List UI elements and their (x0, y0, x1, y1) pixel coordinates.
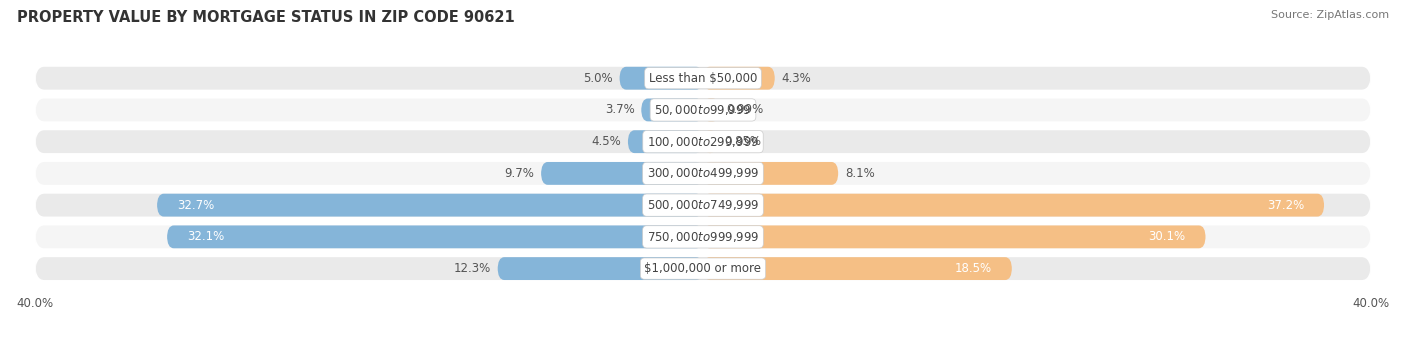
FancyBboxPatch shape (157, 194, 703, 217)
Text: $50,000 to $99,999: $50,000 to $99,999 (654, 103, 752, 117)
FancyBboxPatch shape (703, 130, 717, 153)
Text: 8.1%: 8.1% (845, 167, 875, 180)
Text: 12.3%: 12.3% (454, 262, 491, 275)
Text: PROPERTY VALUE BY MORTGAGE STATUS IN ZIP CODE 90621: PROPERTY VALUE BY MORTGAGE STATUS IN ZIP… (17, 10, 515, 25)
FancyBboxPatch shape (703, 194, 1324, 217)
FancyBboxPatch shape (35, 99, 1371, 121)
Text: 0.99%: 0.99% (727, 103, 763, 116)
Text: 9.7%: 9.7% (505, 167, 534, 180)
Text: 0.85%: 0.85% (724, 135, 761, 148)
Text: Less than $50,000: Less than $50,000 (648, 72, 758, 85)
FancyBboxPatch shape (703, 162, 838, 185)
Text: $300,000 to $499,999: $300,000 to $499,999 (647, 166, 759, 181)
FancyBboxPatch shape (35, 194, 1371, 217)
Text: $500,000 to $749,999: $500,000 to $749,999 (647, 198, 759, 212)
FancyBboxPatch shape (641, 99, 703, 121)
FancyBboxPatch shape (35, 67, 1371, 90)
Text: 32.7%: 32.7% (177, 199, 214, 211)
Text: Source: ZipAtlas.com: Source: ZipAtlas.com (1271, 10, 1389, 20)
FancyBboxPatch shape (703, 67, 775, 90)
Text: 18.5%: 18.5% (955, 262, 991, 275)
Text: 3.7%: 3.7% (605, 103, 634, 116)
Text: 5.0%: 5.0% (583, 72, 613, 85)
Text: 30.1%: 30.1% (1149, 231, 1185, 243)
FancyBboxPatch shape (620, 67, 703, 90)
FancyBboxPatch shape (35, 257, 1371, 280)
FancyBboxPatch shape (703, 99, 720, 121)
FancyBboxPatch shape (628, 130, 703, 153)
FancyBboxPatch shape (498, 257, 703, 280)
Text: 37.2%: 37.2% (1267, 199, 1303, 211)
FancyBboxPatch shape (541, 162, 703, 185)
FancyBboxPatch shape (35, 225, 1371, 248)
Text: $1,000,000 or more: $1,000,000 or more (644, 262, 762, 275)
FancyBboxPatch shape (703, 257, 1012, 280)
Text: 4.5%: 4.5% (592, 135, 621, 148)
Text: $750,000 to $999,999: $750,000 to $999,999 (647, 230, 759, 244)
Text: $100,000 to $299,999: $100,000 to $299,999 (647, 135, 759, 149)
FancyBboxPatch shape (35, 162, 1371, 185)
Text: 32.1%: 32.1% (187, 231, 225, 243)
FancyBboxPatch shape (35, 130, 1371, 153)
FancyBboxPatch shape (703, 225, 1205, 248)
Text: 4.3%: 4.3% (782, 72, 811, 85)
FancyBboxPatch shape (167, 225, 703, 248)
